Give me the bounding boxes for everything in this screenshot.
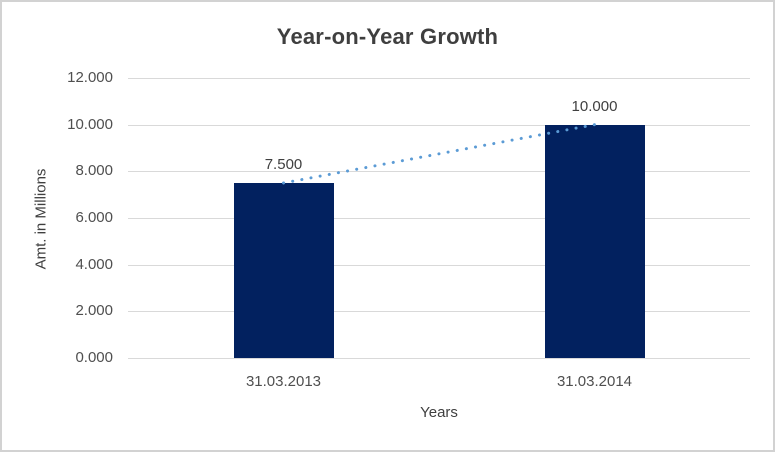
bar — [544, 124, 645, 358]
gridline — [128, 358, 750, 359]
y-tick-label: 4.000 — [75, 255, 113, 273]
gridline — [128, 264, 750, 266]
y-tick-label: 0.000 — [75, 349, 113, 366]
plot-area: 7.500 10.000 — [128, 78, 750, 359]
x-tick-label: 31.03.2013 — [245, 373, 322, 390]
data-label: 10.000 — [571, 97, 618, 115]
y-tick-label: 12.000 — [67, 69, 113, 86]
gridline — [128, 218, 750, 219]
bar — [233, 183, 334, 358]
x-tick-label: 31.03.2014 — [556, 373, 633, 390]
y-tick-label: 6.000 — [75, 209, 113, 226]
x-axis-title: Years — [420, 404, 458, 421]
gridline — [128, 124, 750, 126]
data-label: 7.500 — [264, 156, 303, 173]
y-tick-label: 2.000 — [75, 302, 113, 320]
y-tick-label: 8.000 — [75, 162, 113, 180]
gridline — [128, 171, 750, 173]
gridline — [128, 311, 750, 313]
chart-title: Year-on-Year Growth — [276, 24, 499, 49]
gridline — [128, 78, 750, 79]
y-tick-label: 10.000 — [67, 115, 113, 133]
